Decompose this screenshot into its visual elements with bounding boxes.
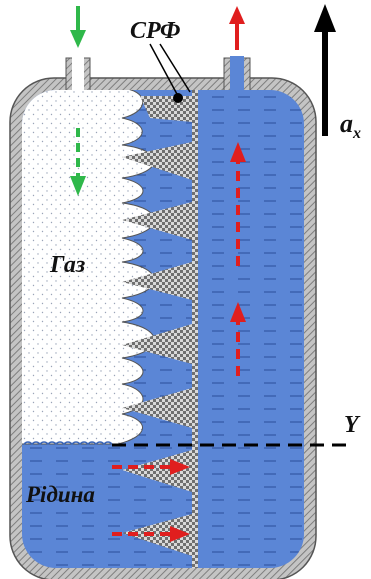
liquid-flow-arrow-upper [230, 142, 246, 266]
liquid-surface [23, 441, 113, 446]
inflow-arrow-inner [70, 128, 86, 196]
outflow-arrow-top [229, 6, 245, 50]
acceleration-label: ax [340, 109, 361, 142]
srf-label: СРФ [130, 18, 180, 44]
liquid-flow-arrow-lower [230, 302, 246, 376]
gas-region [22, 90, 155, 445]
liquid-flow-arrow-right-1 [112, 459, 190, 475]
gas-label: Газ [49, 252, 85, 278]
outlet-nozzle [223, 56, 251, 94]
axis-y-label: Y [344, 412, 361, 438]
srf-leader-lines [149, 43, 191, 103]
inflow-arrow-top [70, 6, 86, 48]
liquid-label: Рідина [25, 482, 95, 507]
inlet-nozzle [65, 56, 91, 94]
acceleration-arrow-icon [314, 4, 336, 136]
liquid-flow-arrow-right-2 [112, 526, 190, 542]
